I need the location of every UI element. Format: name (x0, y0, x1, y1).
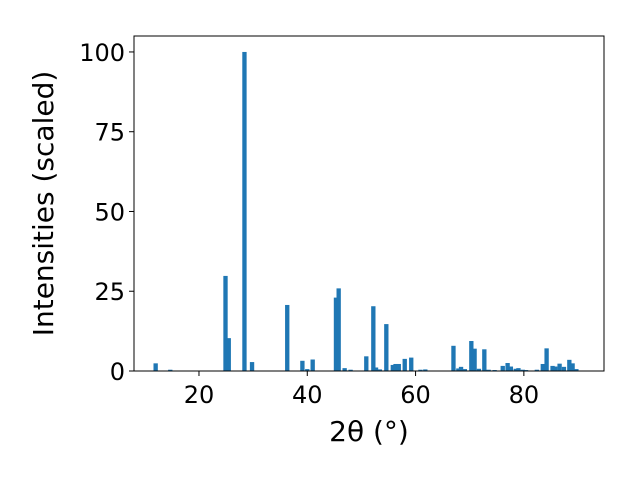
bar (476, 368, 482, 371)
bar (384, 324, 389, 371)
bar (153, 363, 158, 371)
bar (567, 359, 572, 371)
y-axis-ticks: 0 25 50 75 100 (79, 39, 134, 386)
y-tick-label: 100 (79, 39, 125, 67)
bar (418, 369, 423, 371)
y-tick-label: 25 (94, 278, 125, 306)
bar (456, 368, 461, 371)
bar (451, 345, 456, 371)
bar (348, 369, 353, 371)
bar (534, 369, 540, 371)
bar (409, 357, 414, 371)
bar (402, 358, 407, 371)
bar (300, 360, 305, 371)
y-axis-label: Intensities (scaled) (27, 71, 60, 337)
bar (557, 363, 562, 371)
bar (336, 288, 341, 371)
bar (544, 348, 549, 371)
bar (520, 369, 525, 371)
bar (342, 368, 347, 371)
y-tick-label: 75 (94, 119, 125, 147)
bar (553, 366, 558, 371)
bar-series (153, 51, 579, 371)
y-tick-label: 0 (110, 358, 125, 386)
y-tick-label: 50 (94, 198, 125, 226)
bar (458, 366, 464, 371)
bar (168, 369, 173, 371)
bar (364, 356, 369, 371)
bar (469, 341, 474, 371)
bar (371, 306, 376, 371)
x-tick-label: 80 (509, 381, 540, 409)
bar (242, 51, 247, 371)
bar (508, 366, 514, 371)
bar (505, 363, 510, 371)
x-tick-label: 20 (184, 381, 215, 409)
bar (500, 365, 505, 371)
x-tick-label: 40 (292, 381, 323, 409)
bar (486, 369, 491, 371)
x-axis-label: 2θ (°) (329, 415, 409, 448)
bar (310, 359, 315, 371)
bar (574, 369, 579, 371)
bar (561, 366, 567, 371)
bar (390, 364, 395, 371)
bar (285, 304, 290, 371)
bar (333, 297, 339, 371)
bar (472, 348, 477, 371)
bar (570, 363, 575, 371)
bar (226, 338, 231, 371)
bar (516, 368, 521, 371)
bar (540, 363, 545, 371)
bar (373, 367, 379, 371)
x-axis-ticks: 20 40 60 80 (184, 371, 539, 409)
bar (396, 363, 401, 371)
bar (423, 369, 428, 371)
bar (482, 349, 487, 371)
bar (305, 369, 310, 371)
bar (393, 363, 398, 371)
bar (377, 369, 382, 371)
x-tick-label: 60 (400, 381, 431, 409)
bar (249, 362, 255, 371)
bar (550, 365, 555, 371)
bar (513, 368, 518, 371)
plot-frame (133, 35, 605, 372)
bar (223, 275, 228, 371)
bar (462, 369, 468, 371)
